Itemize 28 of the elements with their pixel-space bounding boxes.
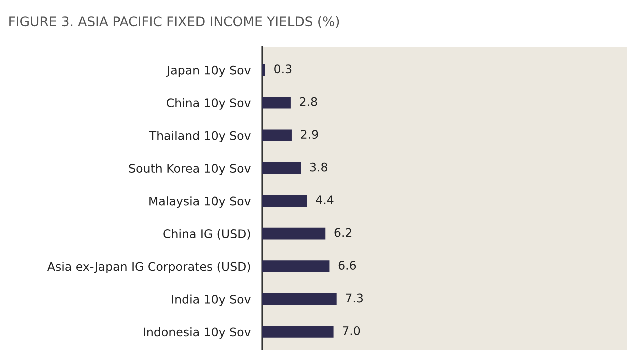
data-label: 7.3 — [346, 294, 364, 303]
y-tick-label: Japan 10y Sov — [166, 66, 251, 78]
bar — [262, 97, 291, 109]
y-tick-label: China 10y Sov — [167, 98, 251, 110]
bar — [262, 195, 308, 207]
bar — [262, 162, 302, 174]
y-tick-label: South Korea 10y Sov — [129, 164, 251, 176]
data-label: 2.8 — [300, 97, 318, 106]
y-tick-label: India 10y Sov — [172, 294, 251, 306]
bar — [262, 260, 330, 272]
data-label: 4.4 — [316, 196, 334, 204]
bar — [262, 130, 292, 142]
y-tick-label: China IG (USD) — [164, 229, 250, 240]
y-tick-label: Thailand 10y Sov — [149, 131, 251, 143]
bar — [262, 64, 266, 76]
data-label: 3.8 — [310, 162, 328, 172]
y-tick-label: Asia ex-Japan IG Corporates (USD) — [48, 262, 250, 274]
y-tick-label: Indonesia 10y Sov — [144, 328, 251, 339]
bar — [262, 293, 337, 306]
data-label: 7.0 — [343, 326, 360, 336]
bar — [262, 228, 326, 240]
chart-title: FIGURE 3. ASIA PACIFIC FIXED INCOME YIELDS (%) — [10, 16, 340, 28]
bar — [262, 326, 334, 338]
data-label: 0.3 — [274, 64, 292, 74]
data-label: 2.9 — [301, 130, 318, 140]
data-label: 6.6 — [338, 261, 356, 270]
y-tick-label: Malaysia 10y Sov — [150, 196, 251, 208]
data-label: 6.2 — [334, 228, 352, 238]
